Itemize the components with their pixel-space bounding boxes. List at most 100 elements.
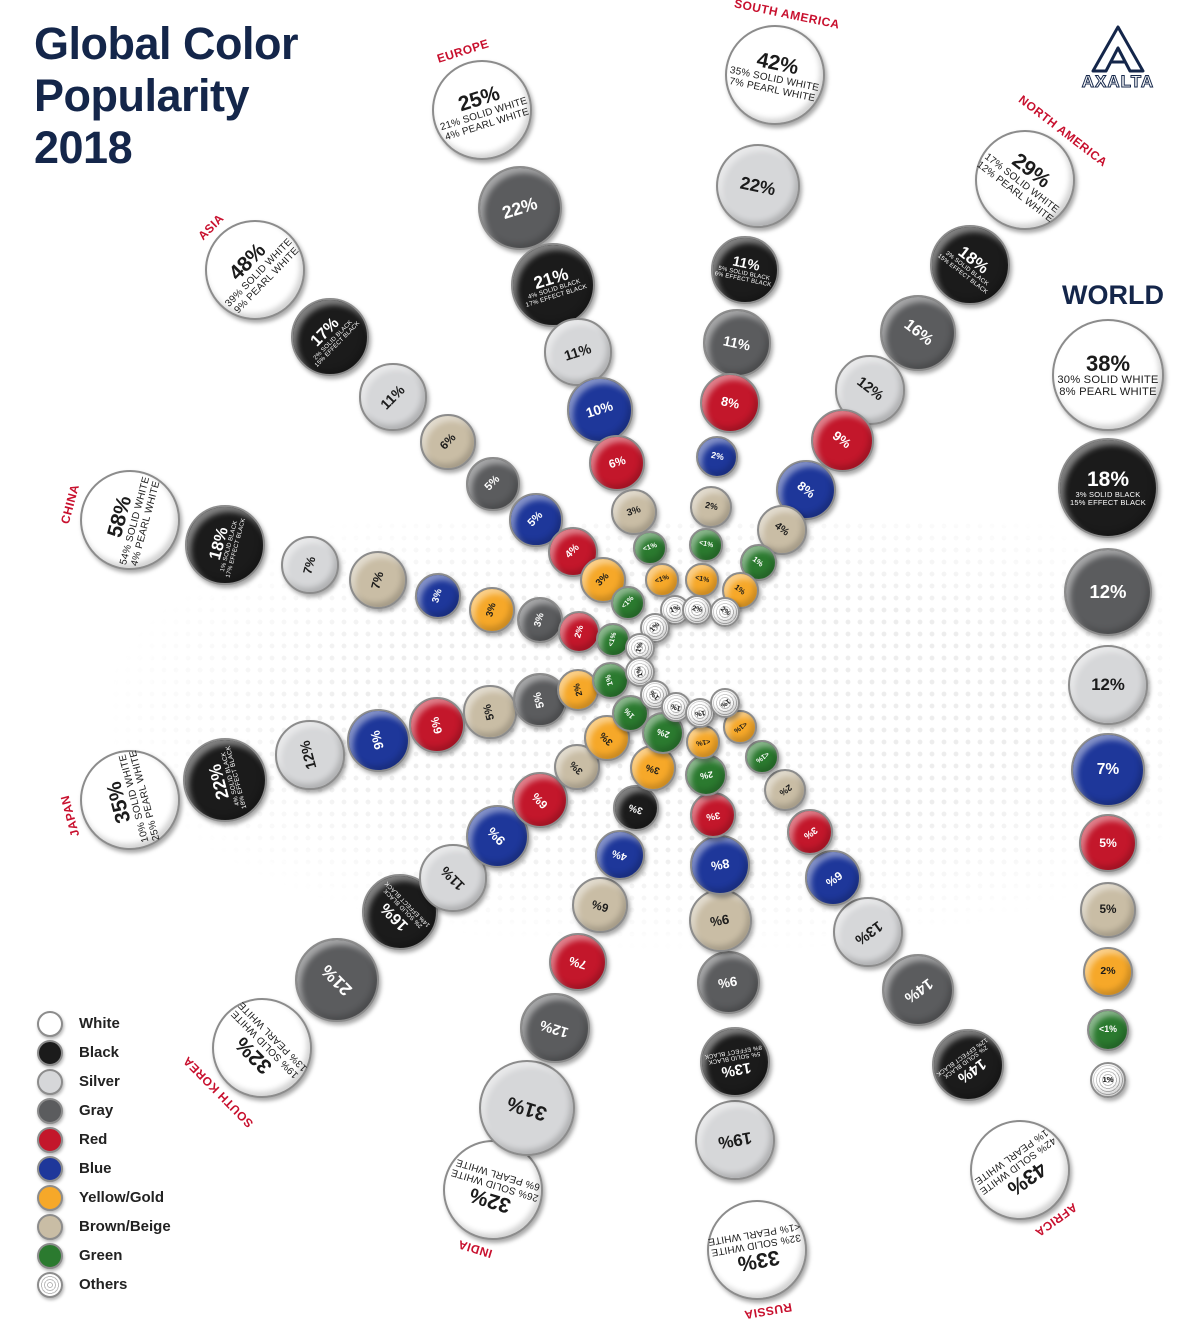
- bubble-label: 3%: [430, 588, 445, 604]
- bubble-value: 38%: [1085, 350, 1131, 376]
- bubble-value: 1%: [751, 554, 766, 569]
- bubble-label: 11%: [437, 862, 469, 894]
- bubble-label: 7%: [301, 555, 319, 576]
- legend: White Black Silver Gray Red Blue Yellow/Gold Br…: [37, 1009, 171, 1299]
- bubble-label: 11%: [377, 381, 408, 412]
- bubble-label: 22%: [739, 172, 778, 199]
- bubble-label: 8%: [794, 478, 818, 501]
- bubble-value: 5%: [525, 509, 546, 530]
- bubble-label: 33% 32% SOLID WHITE <1% PEARL WHITE: [707, 1221, 806, 1279]
- bubble-value: 4%: [772, 520, 792, 539]
- china-red-bubble: 2%: [557, 610, 601, 654]
- bubble-value: 2%: [698, 769, 714, 782]
- bubble-label: 6%: [428, 715, 445, 735]
- bubble-label: 4%: [772, 520, 792, 539]
- bubble-label: 21% 4% SOLID BLACK 17% EFFECT BLACK: [518, 260, 588, 309]
- bubble-label: 58% 54% SOLID WHITE 4% PEARL WHITE: [98, 471, 163, 570]
- japan-black-bubble: 22% 4% SOLID BLACK 18% EFFECT BLACK: [182, 737, 268, 823]
- bubble-value: 2%: [703, 500, 719, 513]
- brown-beige-swatch-icon: [37, 1213, 63, 1240]
- africa-silver-bubble: 13%: [832, 896, 904, 968]
- japan-white-bubble: 35% 10% SOLID WHITE 25% PEARL WHITE: [80, 750, 180, 850]
- bubble-label: 16%: [900, 316, 937, 350]
- bubble-label: <1%: [642, 542, 658, 553]
- bubble-label: 25% 21% SOLID WHITE 4% PEARL WHITE: [432, 76, 532, 144]
- bubble-value: 1%: [603, 673, 616, 687]
- red-swatch-icon: [37, 1126, 63, 1153]
- bubble-value: 2%: [709, 450, 725, 463]
- bubble-label: 2%: [718, 606, 732, 618]
- russia-white-bubble: 33% 32% SOLID WHITE <1% PEARL WHITE: [707, 1200, 807, 1300]
- legend-label: Red: [79, 1131, 108, 1148]
- legend-label: Silver: [79, 1073, 120, 1090]
- south-america-others-bubble: 2%: [682, 595, 712, 625]
- south-korea-gray-bubble: 21%: [295, 938, 379, 1022]
- bubble-label: 42% 35% SOLID WHITE 7% PEARL WHITE: [726, 45, 824, 105]
- russia-silver-bubble: 19%: [694, 1099, 776, 1181]
- south-america-green-bubble: <1%: [689, 528, 723, 562]
- legend-label: Yellow/Gold: [79, 1189, 165, 1206]
- south-america-gray-bubble: 11%: [703, 309, 771, 377]
- russia-yellow-gold-bubble: <1%: [686, 725, 720, 759]
- bubble-label: 2%: [571, 683, 584, 698]
- bubble-value: 2%: [777, 782, 794, 799]
- bubble-label: 1%: [1103, 1076, 1114, 1084]
- bubble-value: 2%: [718, 606, 732, 618]
- bubble-label: 1%: [635, 642, 645, 654]
- europe-silver-bubble: 11%: [544, 318, 612, 386]
- world-silver-bubble: 12%: [1068, 645, 1148, 725]
- legend-label: Green: [79, 1247, 123, 1264]
- bubble-value: 9%: [709, 911, 731, 930]
- bubble-value: 9%: [484, 824, 509, 849]
- bubble-label: <1%: [1099, 1025, 1117, 1035]
- bubble-value: 21%: [317, 960, 357, 1000]
- north-america-others-bubble: 2%: [710, 597, 740, 627]
- bubble-detail: 30% SOLID WHITE: [1057, 373, 1159, 386]
- bubble-label: 3%: [593, 570, 612, 589]
- bubble-value: <1%: [754, 750, 770, 765]
- bubble-value: 14%: [900, 974, 936, 1007]
- china-brown-beige-bubble: 7%: [348, 550, 408, 610]
- white-swatch-icon: [37, 1010, 63, 1037]
- bubble-label: 21%: [317, 960, 357, 1000]
- bubble-label: 5%: [1099, 836, 1117, 850]
- europe-green-bubble: <1%: [633, 531, 667, 565]
- bubble-label: 7%: [567, 953, 588, 972]
- russia-green-bubble: 2%: [684, 753, 728, 797]
- bubble-label: 1%: [649, 689, 661, 701]
- bubble-value: <1%: [695, 737, 711, 747]
- bubble-value: <1%: [732, 720, 748, 735]
- yellow-gold-swatch-icon: [37, 1184, 63, 1211]
- page-title: Global Color Popularity 2018: [34, 18, 299, 174]
- bubble-value: 19%: [716, 1128, 754, 1153]
- bubble-value: 3%: [593, 570, 612, 589]
- bubble-label: 1%: [622, 706, 637, 720]
- europe-red-bubble: 6%: [589, 435, 645, 491]
- bubble-value: 3%: [644, 761, 662, 776]
- asia-green-bubble: <1%: [611, 586, 645, 620]
- bubble-label: 12%: [1090, 582, 1127, 602]
- bubble-label: 12%: [1091, 676, 1125, 694]
- bubble-value: 2%: [655, 726, 671, 741]
- europe-yellow-gold-bubble: <1%: [645, 563, 679, 597]
- bubble-label: 5%: [531, 691, 547, 710]
- bubble-label: 1%: [649, 622, 661, 634]
- legend-item-blue: Blue: [37, 1154, 171, 1183]
- bubble-label: 3%: [567, 758, 586, 777]
- bubble-label: 32% 19% SOLID WHITE 13% PEARL WHITE: [214, 1000, 310, 1097]
- bubble-label: 18% 3% SOLID BLACK 15% EFFECT BLACK: [1070, 469, 1146, 507]
- bubble-label: 32% 26% SOLID WHITE 6% PEARL WHITE: [443, 1156, 542, 1224]
- bubble-label: 5%: [525, 509, 546, 530]
- legend-label: Black: [79, 1044, 120, 1061]
- axalta-logo: AXALTA: [1068, 24, 1168, 92]
- china-silver-bubble: 7%: [280, 535, 340, 595]
- china-region-label: CHINA: [58, 482, 83, 526]
- bubble-value: 3%: [801, 823, 820, 842]
- bubble-label: 5%: [1100, 903, 1117, 916]
- bubble-label: 3%: [484, 602, 499, 618]
- bubble-value: 22%: [499, 192, 540, 223]
- bubble-label: 11% 5% SOLID BLACK 6% EFFECT BLACK: [714, 251, 776, 289]
- bubble-value: 11%: [437, 862, 469, 894]
- india-region-label: INDIA: [456, 1237, 494, 1262]
- bubble-value: 3%: [567, 758, 586, 777]
